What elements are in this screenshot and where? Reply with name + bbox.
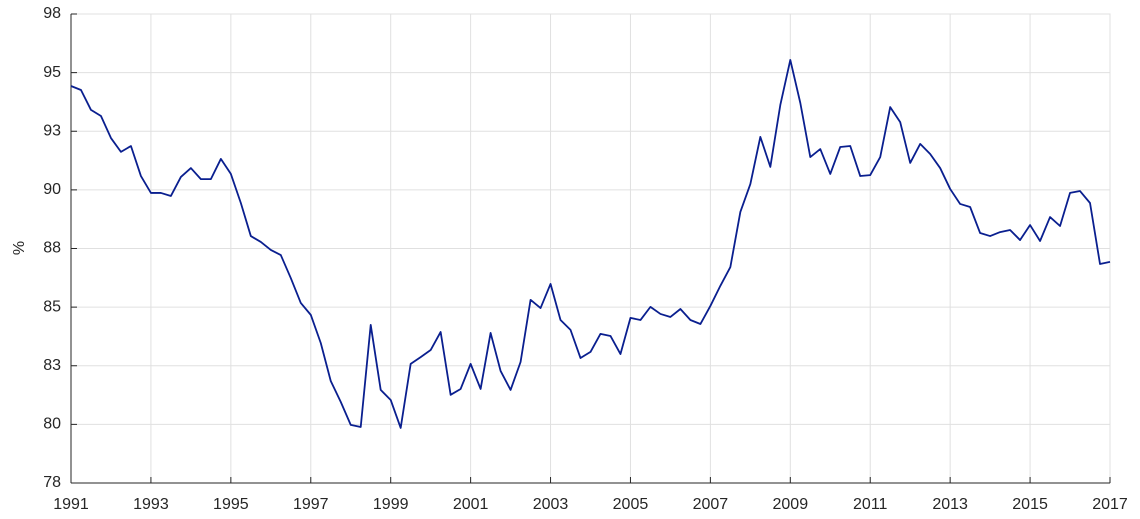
y-tick-label: 90	[43, 181, 61, 198]
y-tick-label: 93	[43, 122, 61, 139]
x-tick-label: 2009	[773, 496, 809, 513]
x-tick-label: 2001	[453, 496, 489, 513]
y-tick-label: 80	[43, 416, 61, 433]
x-tick-label: 2017	[1092, 496, 1128, 513]
y-tick-label: 95	[43, 64, 61, 81]
x-tick-label: 2013	[932, 496, 968, 513]
y-axis-label: %	[11, 241, 28, 255]
x-tick-label: 1991	[53, 496, 89, 513]
x-tick-label: 1999	[373, 496, 409, 513]
y-tick-label: 83	[43, 357, 61, 374]
data-line	[70, 59, 1111, 429]
x-tick-label: 2007	[693, 496, 729, 513]
x-tick-label: 1997	[293, 496, 329, 513]
x-tick-label: 2005	[613, 496, 649, 513]
x-tick-label: 1995	[213, 496, 249, 513]
y-tick-label: 85	[43, 298, 61, 315]
x-tick-label: 2015	[1012, 496, 1048, 513]
x-tick-label: 2011	[853, 496, 888, 513]
y-tick-label: 78	[43, 474, 61, 491]
x-tick-label: 1993	[133, 496, 169, 513]
y-tick-label: 98	[43, 5, 61, 22]
x-tick-label: 2003	[533, 496, 569, 513]
y-tick-label: 88	[43, 240, 61, 257]
